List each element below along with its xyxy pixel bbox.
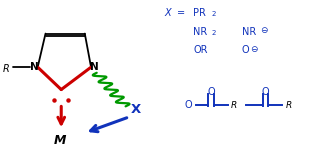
Text: OR: OR: [193, 45, 208, 55]
Text: R: R: [285, 101, 292, 110]
Text: N: N: [30, 62, 38, 72]
Text: M: M: [53, 134, 66, 147]
Text: ⊖: ⊖: [250, 45, 258, 54]
Text: 2: 2: [211, 11, 216, 17]
Text: O: O: [242, 45, 249, 55]
Text: O: O: [185, 100, 192, 110]
Text: PR: PR: [193, 8, 206, 18]
Text: ⊖: ⊖: [260, 26, 268, 35]
Text: N: N: [90, 62, 99, 72]
Text: NR: NR: [242, 27, 256, 37]
Text: 2: 2: [211, 30, 216, 36]
Text: NR: NR: [193, 27, 207, 37]
Text: O: O: [207, 87, 215, 97]
Text: R: R: [2, 64, 9, 74]
Text: X: X: [131, 103, 141, 116]
Text: R: R: [231, 101, 237, 110]
Text: =: =: [177, 8, 186, 18]
Text: X: X: [165, 8, 171, 18]
Text: O: O: [262, 87, 269, 97]
